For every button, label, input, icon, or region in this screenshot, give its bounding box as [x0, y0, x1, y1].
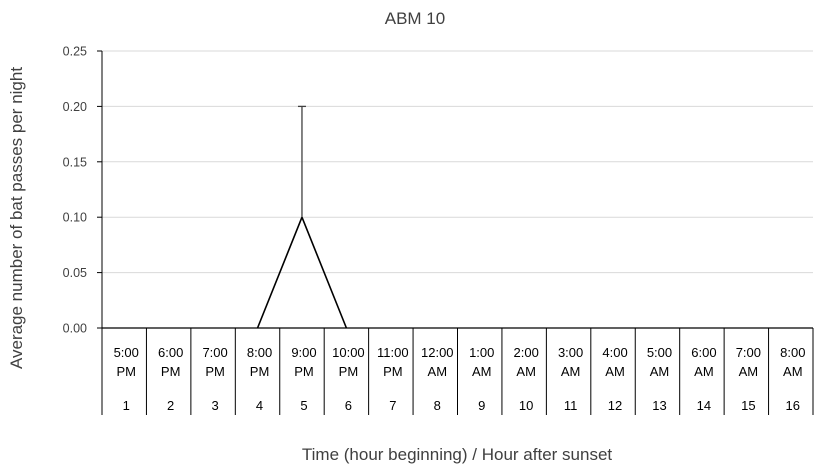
- category-ampm-label: AM: [472, 364, 492, 379]
- category-hour-label: 12: [608, 398, 622, 413]
- series-line-segment: [301, 216, 348, 329]
- category-ampm-label: AM: [650, 364, 670, 379]
- category-table: 5:00 PM 1 6:00 PM 2 7:00 PM 3 8:00 PM 4 9:00 PM 5 10:00…: [101, 327, 814, 415]
- category-hour-label: 8: [434, 398, 441, 413]
- y-tick-label: 0.05: [63, 266, 87, 280]
- series-line-segment: [256, 216, 303, 329]
- category-ampm-label: AM: [694, 364, 714, 379]
- category-ampm-label: AM: [428, 364, 448, 379]
- category-time-label: 7:00: [736, 345, 761, 360]
- category-ampm-label: PM: [339, 364, 359, 379]
- category-time-label: 5:00: [647, 345, 672, 360]
- category-time-label: 1:00: [469, 345, 494, 360]
- category-time-label: 6:00: [158, 345, 183, 360]
- chart-title: ABM 10: [385, 9, 445, 28]
- y-tick-label: 0.20: [63, 100, 87, 114]
- category-ampm-label: AM: [605, 364, 625, 379]
- category-hour-label: 5: [300, 398, 307, 413]
- y-tick-label: 0.10: [63, 211, 87, 225]
- category-ampm-label: AM: [739, 364, 759, 379]
- category-hour-label: 2: [167, 398, 174, 413]
- gridlines: [97, 50, 813, 329]
- category-time-label: 4:00: [602, 345, 627, 360]
- category-time-label: 2:00: [514, 345, 539, 360]
- category-time-label: 10:00: [332, 345, 365, 360]
- y-tick-label: 0.00: [63, 322, 87, 336]
- category-ampm-label: AM: [783, 364, 803, 379]
- category-ampm-label: AM: [516, 364, 536, 379]
- category-ampm-label: PM: [116, 364, 136, 379]
- y-tick-labels: 0.00 0.05 0.10 0.15 0.20 0.25: [63, 45, 87, 336]
- category-hour-label: 1: [123, 398, 130, 413]
- category-ampm-label: PM: [161, 364, 181, 379]
- y-tick-label: 0.15: [63, 155, 87, 169]
- category-hour-label: 9: [478, 398, 485, 413]
- category-time-label: 6:00: [691, 345, 716, 360]
- category-time-label: 7:00: [202, 345, 227, 360]
- category-time-label: 12:00: [421, 345, 454, 360]
- category-ampm-label: PM: [205, 364, 225, 379]
- category-time-label: 8:00: [247, 345, 272, 360]
- category-hour-label: 15: [741, 398, 755, 413]
- x-axis-label: Time (hour beginning) / Hour after sunse…: [302, 445, 613, 464]
- category-ampm-label: PM: [250, 364, 270, 379]
- category-time-label: 11:00: [377, 345, 409, 360]
- category-hour-label: 13: [652, 398, 666, 413]
- category-hour-label: 3: [211, 398, 218, 413]
- category-ampm-label: PM: [294, 364, 314, 379]
- category-hour-label: 11: [564, 398, 578, 413]
- category-hour-label: 6: [345, 398, 352, 413]
- category-time-label: 3:00: [558, 345, 583, 360]
- category-time-label: 5:00: [114, 345, 139, 360]
- category-hour-label: 14: [697, 398, 711, 413]
- category-ampm-label: PM: [383, 364, 403, 379]
- category-time-label: 9:00: [291, 345, 316, 360]
- y-axis-label: Average number of bat passes per night: [7, 67, 26, 369]
- y-tick-label: 0.25: [63, 45, 87, 59]
- category-hour-label: 4: [256, 398, 263, 413]
- category-ampm-label: AM: [561, 364, 581, 379]
- plot-area: [124, 105, 791, 329]
- category-hour-label: 10: [519, 398, 533, 413]
- category-hour-label: 16: [786, 398, 800, 413]
- category-hour-label: 7: [389, 398, 396, 413]
- category-time-label: 8:00: [780, 345, 805, 360]
